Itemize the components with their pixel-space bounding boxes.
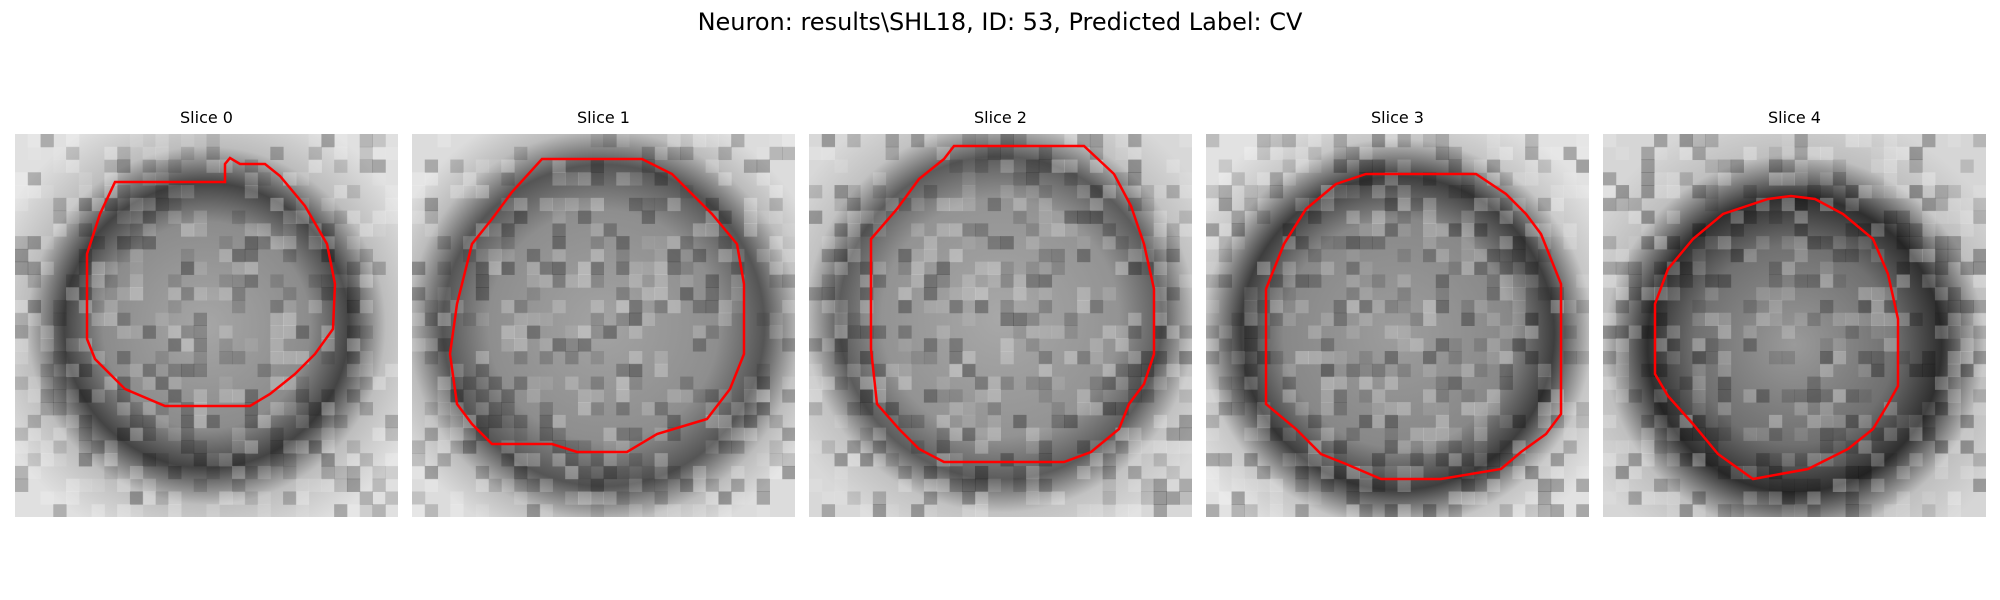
slice-title: Slice 1 [577, 108, 630, 127]
contour-outline [448, 157, 746, 454]
slice-title: Slice 0 [180, 108, 233, 127]
pixel-texture [1206, 134, 1589, 517]
slice-panel-1: Slice 1 [412, 108, 795, 517]
slice-image [15, 134, 398, 517]
slice-panel-4: Slice 4 [1603, 108, 1986, 517]
slice-image [412, 134, 795, 517]
slice-title: Slice 4 [1768, 108, 1821, 127]
contour-outline [869, 144, 1156, 464]
figure-title: Neuron: results\SHL18, ID: 53, Predicted… [697, 8, 1303, 36]
slice-title: Slice 3 [1371, 108, 1424, 127]
pixel-texture [412, 134, 795, 517]
slice-image [1603, 134, 1986, 517]
contour-outline [1264, 172, 1563, 481]
pixel-texture [1603, 134, 1986, 517]
pixel-texture [809, 134, 1192, 517]
slice-title: Slice 2 [974, 108, 1027, 127]
contour-outline [85, 156, 337, 408]
slice-image [1206, 134, 1589, 517]
pixel-texture [15, 134, 398, 517]
slice-panel-3: Slice 3 [1206, 108, 1589, 517]
slice-panel-0: Slice 0 [15, 108, 398, 517]
slice-image [809, 134, 1192, 517]
contour-outline [1653, 194, 1900, 481]
slice-panel-2: Slice 2 [809, 108, 1192, 517]
